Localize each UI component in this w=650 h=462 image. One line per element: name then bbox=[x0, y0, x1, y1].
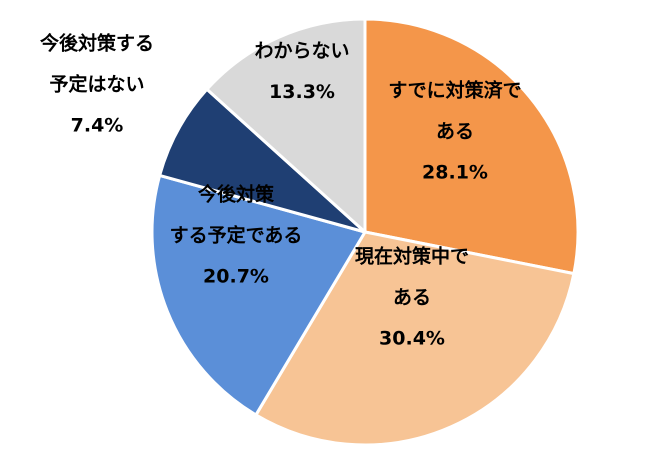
slice-label-line-1-2: ある bbox=[436, 121, 474, 143]
slice-value-1: 28.1% bbox=[422, 162, 488, 184]
slice-value-2: 30.4% bbox=[379, 328, 445, 350]
pie-slice-5 bbox=[205, 17, 367, 234]
pie-slice-4 bbox=[158, 87, 367, 234]
pie-slice-2 bbox=[254, 230, 576, 447]
slice-value-5: 13.3% bbox=[269, 81, 335, 103]
slice-label-line-3-1: 今後対策 bbox=[197, 183, 275, 206]
pie-slices bbox=[150, 17, 580, 447]
slice-value-4: 7.4% bbox=[71, 115, 124, 137]
slice-label-line-2-1: 現在対策中で bbox=[355, 245, 469, 268]
slice-label-4: 今後対策する予定はない 7.4% bbox=[39, 32, 154, 137]
slice-value-3: 20.7% bbox=[203, 266, 269, 288]
slice-label-5: わからない 13.3% bbox=[254, 40, 349, 103]
slice-label-2: 現在対策中である 30.4% bbox=[355, 245, 469, 350]
slice-label-line-3-2: する予定である bbox=[170, 224, 303, 247]
slice-label-line-5-1: わからない bbox=[254, 40, 349, 62]
slice-label-3: 今後対策する予定である 20.7% bbox=[170, 183, 303, 288]
slice-label-line-4-2: 予定はない bbox=[49, 73, 144, 96]
slice-label-line-1-1: すでに対策済で bbox=[388, 79, 521, 102]
pie-slice-1 bbox=[363, 17, 580, 276]
slice-labels: すでに対策済である 28.1%現在対策中である 30.4%今後対策する予定である 20… bbox=[39, 32, 522, 350]
pie-slice-3 bbox=[150, 173, 367, 417]
slice-label-1: すでに対策済である 28.1% bbox=[388, 79, 521, 184]
slice-label-line-4-1: 今後対策する bbox=[39, 32, 154, 55]
slice-label-line-2-2: ある bbox=[393, 287, 431, 309]
